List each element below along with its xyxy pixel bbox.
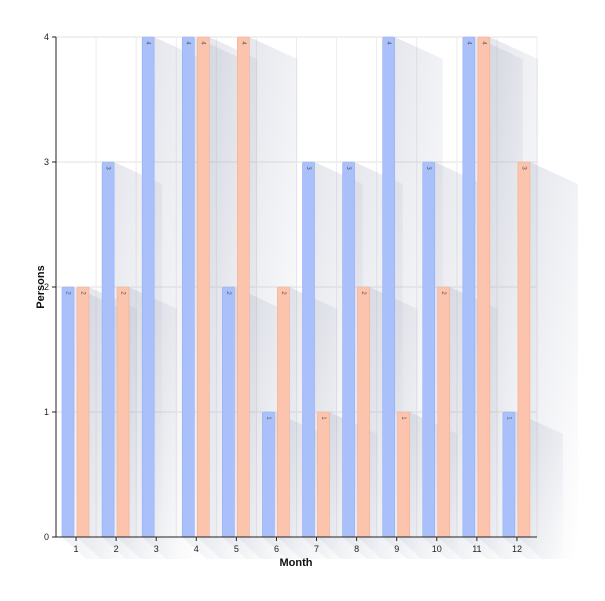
bar-shadow: [517, 162, 578, 559]
data-label: 3: [520, 166, 526, 170]
x-tick-label: 3: [154, 544, 159, 554]
y-tick-label: 2: [44, 282, 49, 292]
x-tick-label: 6: [274, 544, 279, 554]
bar: [277, 286, 290, 538]
bar: [517, 161, 531, 538]
bar: [437, 286, 451, 538]
data-label: 4: [480, 41, 486, 45]
x-tick-label: 8: [354, 544, 359, 554]
data-label: 2: [120, 291, 126, 295]
bar: [397, 411, 410, 538]
x-tick-label: 1: [74, 544, 79, 554]
bar: [141, 36, 155, 538]
bar: [237, 36, 250, 538]
bar: [477, 36, 491, 538]
data-label: 2: [360, 291, 366, 295]
data-label: 4: [385, 41, 391, 45]
bar: [262, 411, 275, 538]
bar: [302, 161, 315, 538]
y-tick-label: 0: [44, 532, 49, 542]
data-label: 4: [465, 41, 471, 45]
bar: [61, 286, 75, 538]
data-label: 4: [200, 41, 206, 45]
data-label: 2: [440, 291, 446, 295]
data-label: 2: [280, 291, 286, 295]
data-label: 3: [305, 166, 311, 170]
x-tick-label: 4: [194, 544, 199, 554]
y-axis-title: Persons: [35, 265, 47, 308]
bar: [181, 36, 195, 538]
data-labels: 2 2 3 2 4 4 4 2 4 1 2 3 1 3 2 4 1 3 2 4 4 1 3: [64, 41, 526, 420]
bar: [357, 286, 370, 538]
bar: [116, 286, 130, 538]
y-tick-label: 1: [44, 407, 49, 417]
x-tick-label: 2: [114, 544, 119, 554]
x-tick-label: 5: [234, 544, 239, 554]
data-label: 4: [240, 41, 246, 45]
y-tick-label: 4: [44, 32, 49, 42]
data-label: 1: [265, 416, 271, 420]
bar: [317, 411, 330, 538]
y-tick-label: 3: [44, 157, 49, 167]
x-tick-label: 9: [394, 544, 399, 554]
data-label: 3: [425, 166, 431, 170]
bar: [462, 36, 476, 538]
bar: [342, 161, 355, 538]
bar: [422, 161, 436, 538]
data-label: 1: [320, 416, 326, 420]
x-tick-label: 10: [432, 544, 442, 554]
data-label: 4: [185, 41, 191, 45]
data-label: 3: [105, 166, 111, 170]
bar: [196, 36, 210, 538]
data-label: 3: [345, 166, 351, 170]
data-label: 2: [225, 291, 231, 295]
x-axis-title: Month: [280, 557, 313, 569]
x-tick-label: 12: [512, 544, 522, 554]
bar: [101, 161, 115, 538]
bar: [76, 286, 90, 538]
data-label: 1: [505, 416, 511, 420]
data-label: 2: [64, 291, 70, 295]
x-tick-label: 7: [314, 544, 319, 554]
data-label: 1: [400, 416, 406, 420]
bar: [382, 36, 395, 538]
bar: [502, 411, 516, 538]
x-tick-label: 11: [472, 544, 481, 554]
bar: [222, 286, 235, 538]
data-label: 2: [79, 291, 85, 295]
data-label: 4: [145, 41, 151, 45]
